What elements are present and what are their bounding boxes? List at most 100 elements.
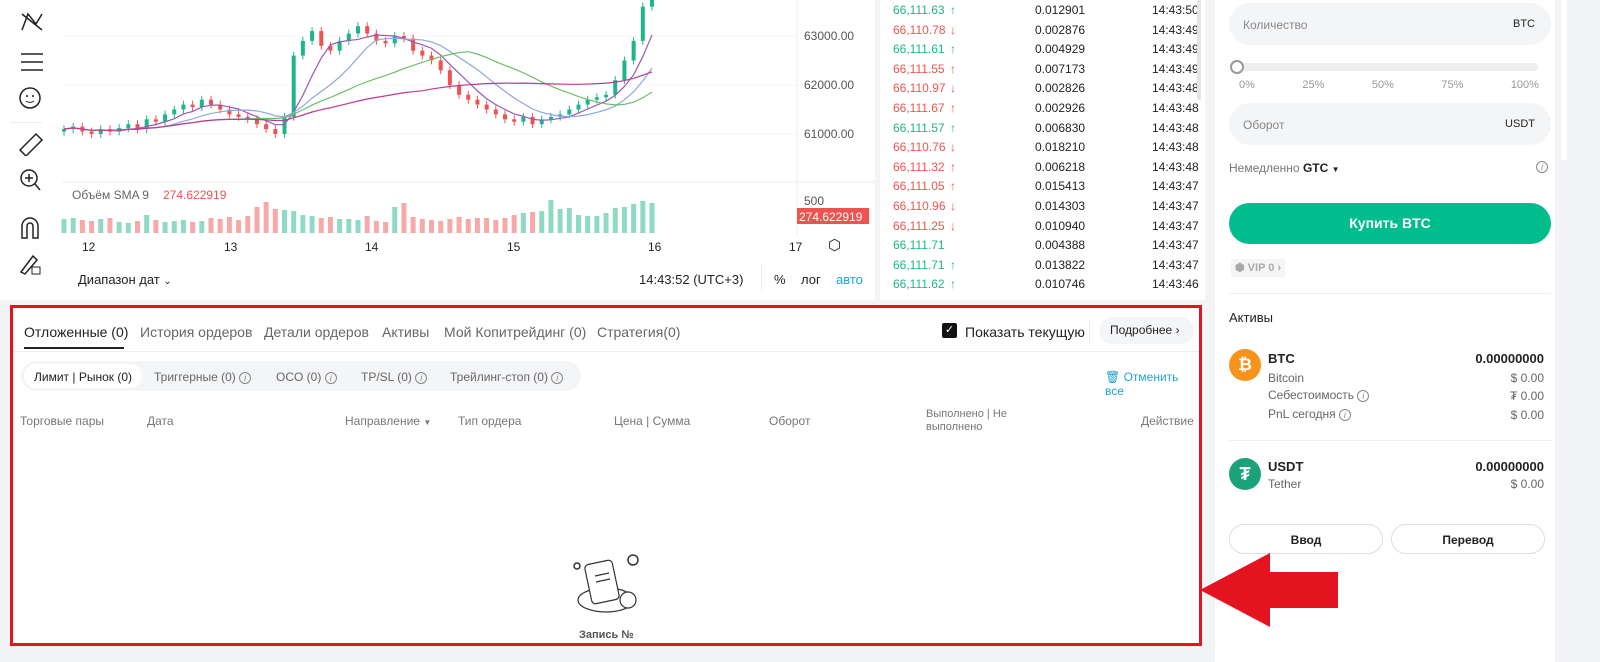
trades-scrollbar[interactable] — [1197, 0, 1201, 100]
trade-time: 14:43:48 — [1152, 81, 1199, 96]
candle — [438, 60, 443, 71]
usdt-name: Tether — [1268, 477, 1302, 491]
trade-price: 66,111.71 — [893, 257, 945, 272]
empty-state-label: Запись № — [579, 629, 634, 641]
turnover-input[interactable]: Оборот USDT — [1229, 103, 1551, 145]
auto-scale-button[interactable]: авто — [836, 272, 863, 287]
volume-bar — [401, 203, 407, 233]
candle — [383, 40, 388, 44]
tab-pending[interactable]: Отложенные (0) — [24, 324, 129, 340]
trade-time: 14:43:48 — [1152, 101, 1199, 115]
trade-time: 14:43:49 — [1152, 22, 1199, 37]
fib-icon[interactable] — [18, 50, 46, 74]
volume-bar — [171, 221, 177, 233]
trade-amount: 0.018210 — [1035, 140, 1086, 155]
tab-copytrading[interactable]: Мой Копитрейдинг (0) — [444, 324, 587, 340]
col-trading-pairs: Торговые пары — [20, 414, 105, 428]
info-icon[interactable]: i — [1338, 408, 1351, 421]
candle — [328, 45, 333, 51]
log-scale-button[interactable]: лог — [801, 272, 821, 287]
price-tick: 63000.00 — [804, 29, 855, 43]
amount-slider[interactable] — [1233, 63, 1538, 71]
quantity-input[interactable]: Количество BTC — [1229, 3, 1551, 45]
trade-price: 66,111.62 — [893, 277, 945, 292]
info-icon[interactable]: i — [1357, 389, 1370, 402]
volume-indicator-value: 274.622919 — [163, 188, 227, 202]
caret-down-icon: ▼ — [423, 418, 432, 427]
volume-bar — [107, 218, 113, 233]
info-icon[interactable]: i — [1536, 161, 1548, 173]
settings-hex-icon[interactable]: ⬡ — [828, 237, 842, 254]
volume-tick: 500 — [804, 194, 825, 208]
info-icon: i — [324, 371, 337, 384]
tab-order-details[interactable]: Детали ордеров — [264, 324, 369, 340]
candlestick-chart[interactable] — [52, 0, 875, 300]
deposit-button[interactable]: Ввод — [1229, 524, 1383, 554]
candle — [172, 109, 177, 115]
percent-scale-button[interactable]: % — [774, 272, 786, 287]
buy-btc-button[interactable]: Купить BTC — [1229, 203, 1551, 244]
date-range-button[interactable]: Диапазон дат ⌄ — [78, 272, 172, 287]
page-scrollbar[interactable] — [1561, 0, 1567, 160]
tif-label: Немедленно — [1229, 161, 1300, 175]
subtab-trigger[interactable]: Триггерные (0) i — [154, 370, 252, 384]
candle — [199, 99, 204, 108]
volume-bar — [199, 221, 205, 233]
candle — [604, 94, 609, 98]
trade-amount: 0.013822 — [1035, 257, 1086, 272]
trade-arrow-icon: ↑ — [950, 277, 956, 292]
trade-price: 66,111.61 — [893, 42, 945, 57]
date-tick: 17 — [789, 240, 803, 254]
volume-bar — [566, 208, 572, 233]
vip-badge[interactable]: ⬢ VIP 0 › — [1231, 259, 1286, 277]
date-range-label: Диапазон дат — [78, 272, 160, 287]
volume-bar — [337, 219, 343, 233]
divider — [1229, 440, 1551, 441]
btc-name: Bitcoin — [1268, 371, 1305, 385]
ruler-icon[interactable] — [18, 132, 46, 156]
lock-pencil-icon[interactable] — [18, 252, 46, 276]
candle — [365, 26, 370, 34]
volume-bar — [309, 216, 315, 233]
more-button[interactable]: Подробнее › — [1099, 317, 1194, 344]
show-current-checkbox[interactable]: ✓ — [942, 323, 957, 338]
candle — [209, 99, 213, 105]
candle — [503, 114, 507, 120]
moving-average-line — [63, 71, 653, 131]
col-direction[interactable]: Направление ▼ — [345, 414, 431, 428]
subtab-tpsl[interactable]: TP/SL (0) i — [361, 370, 428, 384]
trade-arrow-icon: ↓ — [950, 81, 956, 96]
volume-bar — [61, 219, 67, 233]
time-in-force-select[interactable]: Немедленно GTC ▼ — [1229, 161, 1340, 175]
candle — [227, 109, 232, 115]
trend-line-icon[interactable] — [18, 10, 46, 34]
cancel-all-button[interactable]: 🗑 Отменить все — [1105, 370, 1199, 398]
volume-bar — [135, 221, 140, 233]
emoji-icon[interactable] — [18, 86, 46, 110]
candle — [218, 104, 223, 110]
zoom-in-icon[interactable] — [18, 168, 46, 192]
subtab-oco[interactable]: OCO (0) i — [276, 370, 337, 384]
magnet-icon[interactable] — [18, 216, 46, 240]
trade-time: 14:43:48 — [1152, 159, 1199, 174]
candle — [89, 131, 94, 134]
tab-strategy[interactable]: Стратегия(0) — [597, 324, 681, 340]
subtab-trailing-stop[interactable]: Трейлинг-стоп (0) i — [450, 370, 564, 384]
candle — [337, 40, 342, 51]
volume-bar — [373, 221, 379, 233]
trade-amount: 0.012901 — [1035, 3, 1086, 17]
tab-order-history[interactable]: История ордеров — [140, 324, 253, 340]
tab-assets[interactable]: Активы — [382, 324, 430, 340]
candle — [429, 55, 434, 61]
candle — [640, 6, 645, 41]
candle — [300, 40, 305, 56]
volume-bar — [392, 207, 398, 233]
turnover-unit: USDT — [1505, 118, 1535, 130]
chevron-down-icon: ⌄ — [163, 276, 172, 287]
price-chart[interactable]: 63000.00 62000.00 61000.00 500 274.62291… — [52, 0, 875, 300]
col-order-type: Тип ордера — [458, 414, 522, 428]
transfer-button[interactable]: Перевод — [1391, 524, 1545, 554]
candle — [539, 119, 544, 125]
slider-handle[interactable] — [1230, 60, 1244, 74]
subtab-limit-market[interactable]: Лимит | Рынок (0) — [34, 370, 132, 384]
